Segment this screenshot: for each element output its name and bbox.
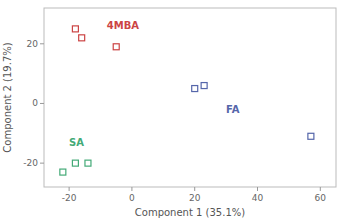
x-axis-label: Component 1 (35.1%): [135, 207, 245, 218]
x-tick-label: -20: [62, 193, 77, 203]
y-tick-label: -20: [23, 158, 38, 168]
x-tick-label: 0: [129, 193, 135, 203]
x-tick: [131, 187, 132, 191]
group-label: 4MBA: [107, 20, 140, 31]
point: [201, 83, 207, 89]
x-tick: [320, 187, 321, 191]
point: [72, 26, 78, 32]
group-label: FA: [226, 104, 240, 115]
x-tick-label: 20: [189, 193, 201, 203]
x-tick-label: 60: [315, 193, 327, 203]
x-tick: [69, 187, 70, 191]
point: [60, 169, 66, 175]
chart-container: -20 0 20 40 60 -20 0 20 Component 1 (35.1%) Compo…: [0, 0, 346, 221]
chart-svg: -20 0 20 40 60 -20 0 20 Component 1 (35.1%) Compo…: [0, 0, 346, 221]
y-tick: [40, 103, 44, 104]
y-tick-label: 20: [27, 39, 39, 49]
point: [113, 44, 119, 50]
y-tick: [40, 43, 44, 44]
point: [192, 86, 198, 92]
x-tick-label: 40: [252, 193, 264, 203]
point: [85, 160, 91, 166]
point: [308, 133, 314, 139]
y-tick-label: 0: [32, 98, 38, 108]
y-axis-label: Component 2 (19.7%): [2, 42, 13, 152]
x-tick: [194, 187, 195, 191]
plot-frame: [44, 8, 336, 187]
points-group: [60, 26, 314, 175]
point: [72, 160, 78, 166]
y-tick: [40, 163, 44, 164]
point: [79, 35, 85, 41]
group-label: SA: [69, 137, 84, 148]
x-tick: [257, 187, 258, 191]
